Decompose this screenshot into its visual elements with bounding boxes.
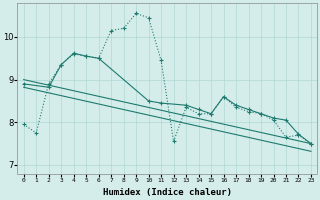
X-axis label: Humidex (Indice chaleur): Humidex (Indice chaleur) — [103, 188, 232, 197]
